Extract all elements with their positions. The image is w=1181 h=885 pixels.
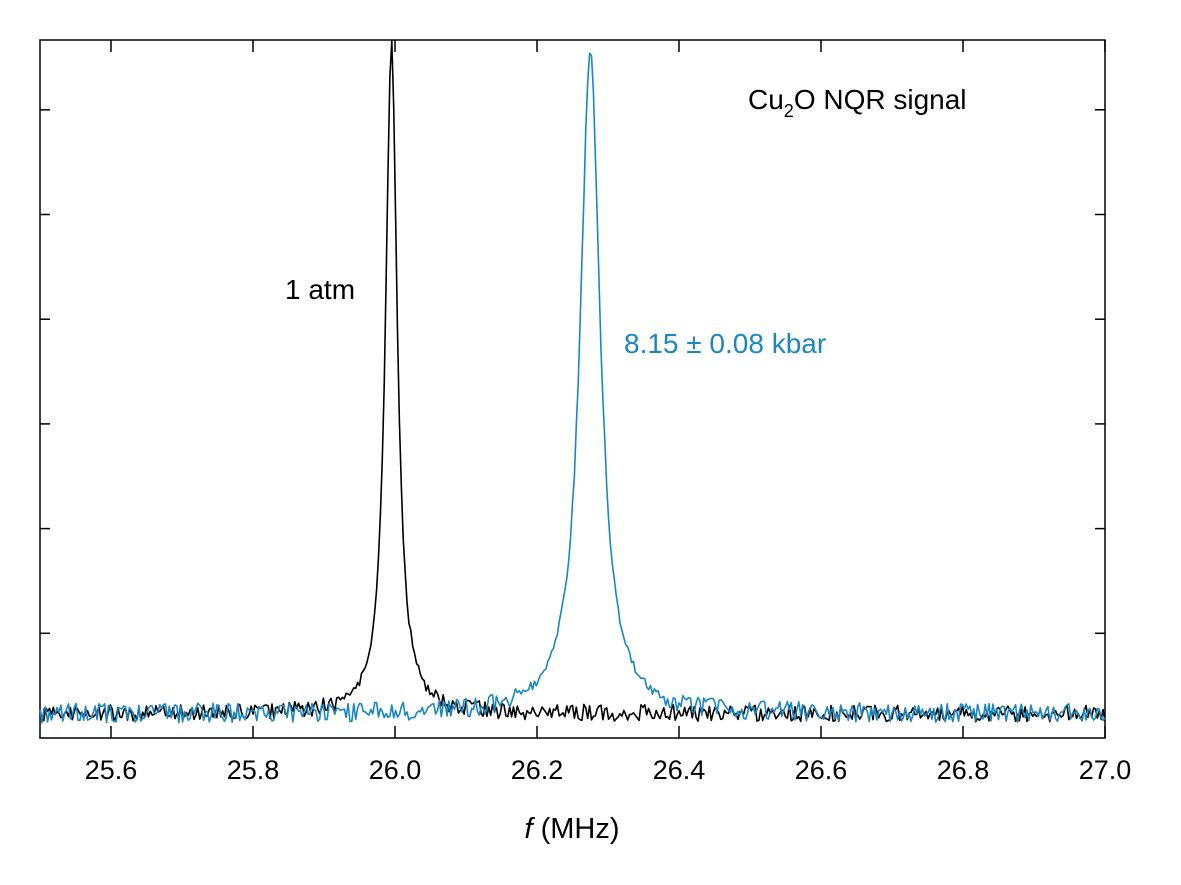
x-tick-label: 26.0	[369, 755, 422, 785]
x-axis-title: f (MHz)	[524, 813, 619, 845]
x-axis-ticks: 25.6 25.8 26.0 26.2 26.4 26.6 26.8 27.0	[85, 40, 1132, 785]
y-axis-ticks	[40, 109, 1105, 635]
series-kbar-line	[39, 52, 1106, 724]
annotation-title-rest: O NQR signal	[794, 84, 967, 115]
series-layer	[39, 40, 1106, 724]
x-axis-unit: (MHz)	[541, 813, 620, 845]
x-axis-symbol: f	[524, 813, 535, 845]
chart-annotation-title: Cu2O NQR signal	[748, 84, 967, 121]
x-tick-label: 25.6	[85, 755, 138, 785]
series-label-kbar: 8.15 ± 0.08 kbar	[624, 328, 826, 359]
x-tick-label: 25.8	[227, 755, 280, 785]
series-1atm-line	[39, 40, 1106, 723]
series-label-1atm: 1 atm	[285, 274, 355, 305]
x-tick-label: 26.6	[795, 755, 848, 785]
annotation-title-sub: 2	[784, 101, 794, 121]
x-tick-label: 27.0	[1079, 755, 1132, 785]
x-tick-label: 26.4	[653, 755, 706, 785]
plot-frame	[39, 39, 1106, 739]
x-tick-label: 26.8	[937, 755, 990, 785]
annotation-title-base: Cu	[748, 84, 784, 115]
x-tick-label: 26.2	[511, 755, 564, 785]
